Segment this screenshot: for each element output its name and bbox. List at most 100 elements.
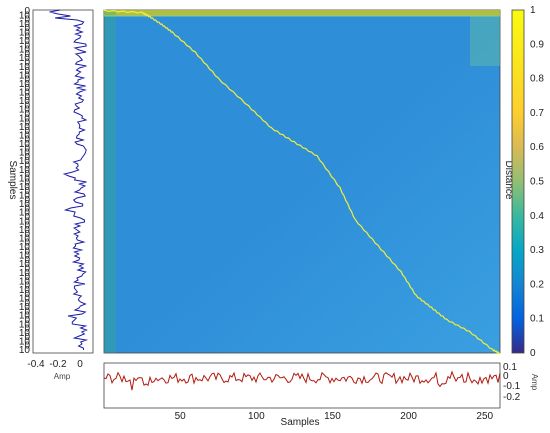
heatmap-xtick-100: 100	[248, 411, 265, 422]
left-ytick-8: 0	[24, 40, 30, 51]
left-ytick-19: 10	[19, 88, 31, 99]
left-ytick-13: 10	[19, 62, 31, 73]
left-y-tick-labels: 0100100100100100100100100100100100100100…	[19, 6, 31, 356]
colorbar-tick-0.5: 0.5	[530, 177, 544, 188]
left-ytick-61: 10	[19, 268, 31, 279]
left-ytick-76: 0	[24, 332, 30, 343]
left-ytick-29: 10	[19, 130, 31, 141]
left-ytick-15: 10	[19, 70, 31, 81]
left-ytick-54: 0	[24, 238, 30, 249]
colorbar-tick-0.3: 0.3	[530, 245, 544, 256]
heatmap-xtick-200: 200	[400, 411, 417, 422]
bottom-signal-series	[103, 370, 501, 391]
colorbar-tick-0.8: 0.8	[530, 74, 544, 85]
left-ytick-59: 10	[19, 259, 31, 270]
left-ytick-75: 10	[19, 328, 31, 339]
left-ytick-46: 0	[24, 203, 30, 214]
left-ytick-10: 0	[24, 49, 30, 60]
left-ytick-50: 0	[24, 221, 30, 232]
left-ytick-22: 0	[24, 100, 30, 111]
left-ytick-16: 0	[24, 75, 30, 86]
left-ytick-33: 10	[19, 148, 31, 159]
left-ytick-4: 0	[24, 23, 30, 34]
left-signal-panel: 0100100100100100100100100100100100100100…	[7, 6, 94, 381]
left-ytick-71: 10	[19, 311, 31, 322]
left-ytick-18: 0	[24, 83, 30, 94]
left-ytick-66: 0	[24, 289, 30, 300]
left-ytick-30: 0	[24, 135, 30, 146]
bottom-ylabel: Amp	[530, 374, 539, 391]
bottom-ytick-1: 0	[503, 371, 509, 382]
heatmap-panel: 50 100 150 200 250 Samples Distance	[103, 9, 514, 428]
left-ytick-6: 0	[24, 32, 30, 43]
left-ytick-73: 10	[19, 319, 31, 330]
left-ytick-12: 0	[24, 57, 30, 68]
left-ytick-64: 0	[24, 281, 30, 292]
colorbar-tick-0.1: 0.1	[530, 314, 544, 325]
left-ytick-44: 0	[24, 195, 30, 206]
left-ytick-63: 10	[19, 276, 31, 287]
left-ytick-25: 10	[19, 113, 31, 124]
left-ylabel: Samples	[7, 161, 18, 200]
left-ytick-34: 0	[24, 152, 30, 163]
heatmap-xtick-150: 150	[324, 411, 341, 422]
bottom-ytick-2: -0.1	[503, 381, 521, 392]
left-ytick-39: 10	[19, 173, 31, 184]
left-ytick-58: 0	[24, 255, 30, 266]
heatmap-xtick-50: 50	[175, 411, 187, 422]
left-ytick-20: 0	[24, 92, 30, 103]
bottom-ytick-3: -0.2	[503, 392, 521, 403]
left-ytick-53: 10	[19, 233, 31, 244]
dtw-warp-path	[103, 9, 501, 355]
heatmap-ylabel: Distance	[503, 161, 514, 200]
left-ytick-57: 10	[19, 251, 31, 262]
left-ytick-31: 10	[19, 139, 31, 150]
left-ytick-65: 10	[19, 285, 31, 296]
left-ytick-14: 0	[24, 66, 30, 77]
left-ytick-5: 10	[19, 27, 31, 38]
colorbar: 0 0.1 0.2 0.3 0.4 0.5 0.6 0.7 0.8 0.9 1	[511, 5, 544, 359]
left-ytick-74: 0	[24, 324, 30, 335]
colorbar-tick-0: 0	[530, 348, 536, 359]
colorbar-tick-0.9: 0.9	[530, 39, 544, 50]
left-signal-series	[49, 9, 89, 351]
bottom-ytick-0: 0.1	[503, 362, 517, 373]
left-ytick-21: 10	[19, 96, 31, 107]
left-ytick-51: 10	[19, 225, 31, 236]
colorbar-tick-0.4: 0.4	[530, 211, 544, 222]
left-ytick-32: 0	[24, 143, 30, 154]
left-ytick-78: 0	[24, 341, 30, 352]
left-ytick-77: 10	[19, 336, 31, 347]
bottom-y-tick-labels: 0.10-0.1-0.2	[503, 362, 521, 403]
left-ytick-23: 10	[19, 105, 31, 116]
left-ytick-79: 10	[19, 345, 31, 356]
left-ytick-70: 0	[24, 306, 30, 317]
left-ytick-55: 10	[19, 242, 31, 253]
left-ytick-41: 10	[19, 182, 31, 193]
left-ytick-49: 10	[19, 216, 31, 227]
left-ytick-68: 0	[24, 298, 30, 309]
left-ytick-43: 10	[19, 191, 31, 202]
left-ytick-9: 10	[19, 45, 31, 56]
left-ytick-24: 0	[24, 109, 30, 120]
colorbar-tick-0.6: 0.6	[530, 142, 544, 153]
left-ytick-52: 0	[24, 229, 30, 240]
left-ytick-37: 10	[19, 165, 31, 176]
left-ytick-35: 10	[19, 156, 31, 167]
heatmap-x-tick-labels: 50 100 150 200 250	[175, 411, 494, 422]
colorbar-tick-1: 1	[530, 5, 536, 16]
left-ytick-56: 0	[24, 246, 30, 257]
left-ytick-60: 0	[24, 263, 30, 274]
left-ytick-3: 10	[19, 19, 31, 30]
left-xlabel: Amp	[54, 372, 71, 381]
left-ytick-72: 0	[24, 315, 30, 326]
left-xtick-neg04: -0.4	[27, 359, 45, 370]
left-xtick-neg02: -0.2	[49, 359, 67, 370]
colorbar-tick-labels: 0 0.1 0.2 0.3 0.4 0.5 0.6 0.7 0.8 0.9 1	[530, 5, 544, 359]
left-ytick-40: 0	[24, 178, 30, 189]
left-ytick-67: 10	[19, 294, 31, 305]
left-ytick-45: 10	[19, 199, 31, 210]
left-xtick-0: 0	[77, 359, 83, 370]
